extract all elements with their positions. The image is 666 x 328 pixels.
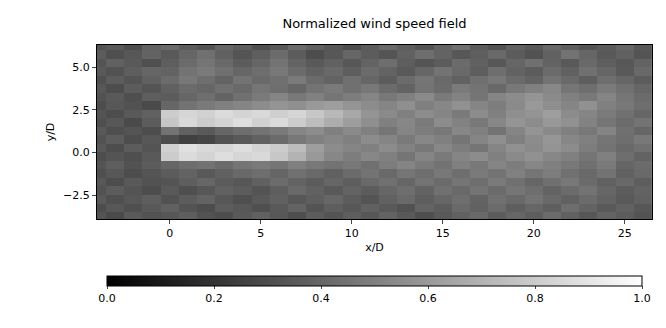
svg-text:0: 0 (166, 227, 173, 240)
svg-text:2.5: 2.5 (72, 104, 90, 117)
svg-text:5.0: 5.0 (72, 61, 90, 74)
svg-text:20: 20 (527, 227, 541, 240)
svg-text:Normalized wind speed field: Normalized wind speed field (282, 16, 466, 31)
svg-text:10: 10 (345, 227, 359, 240)
svg-text:1.0: 1.0 (633, 292, 651, 305)
svg-text:0.8: 0.8 (526, 292, 544, 305)
svg-text:0.4: 0.4 (312, 292, 330, 305)
svg-text:y/D: y/D (44, 123, 57, 142)
svg-text:−2.5: −2.5 (63, 189, 90, 202)
svg-text:0.0: 0.0 (98, 292, 116, 305)
svg-text:15: 15 (436, 227, 450, 240)
svg-text:x/D: x/D (365, 241, 384, 254)
svg-text:0.2: 0.2 (205, 292, 223, 305)
svg-text:0.6: 0.6 (419, 292, 437, 305)
svg-text:25: 25 (618, 227, 632, 240)
svg-text:5: 5 (257, 227, 264, 240)
svg-text:0.0: 0.0 (72, 146, 90, 159)
